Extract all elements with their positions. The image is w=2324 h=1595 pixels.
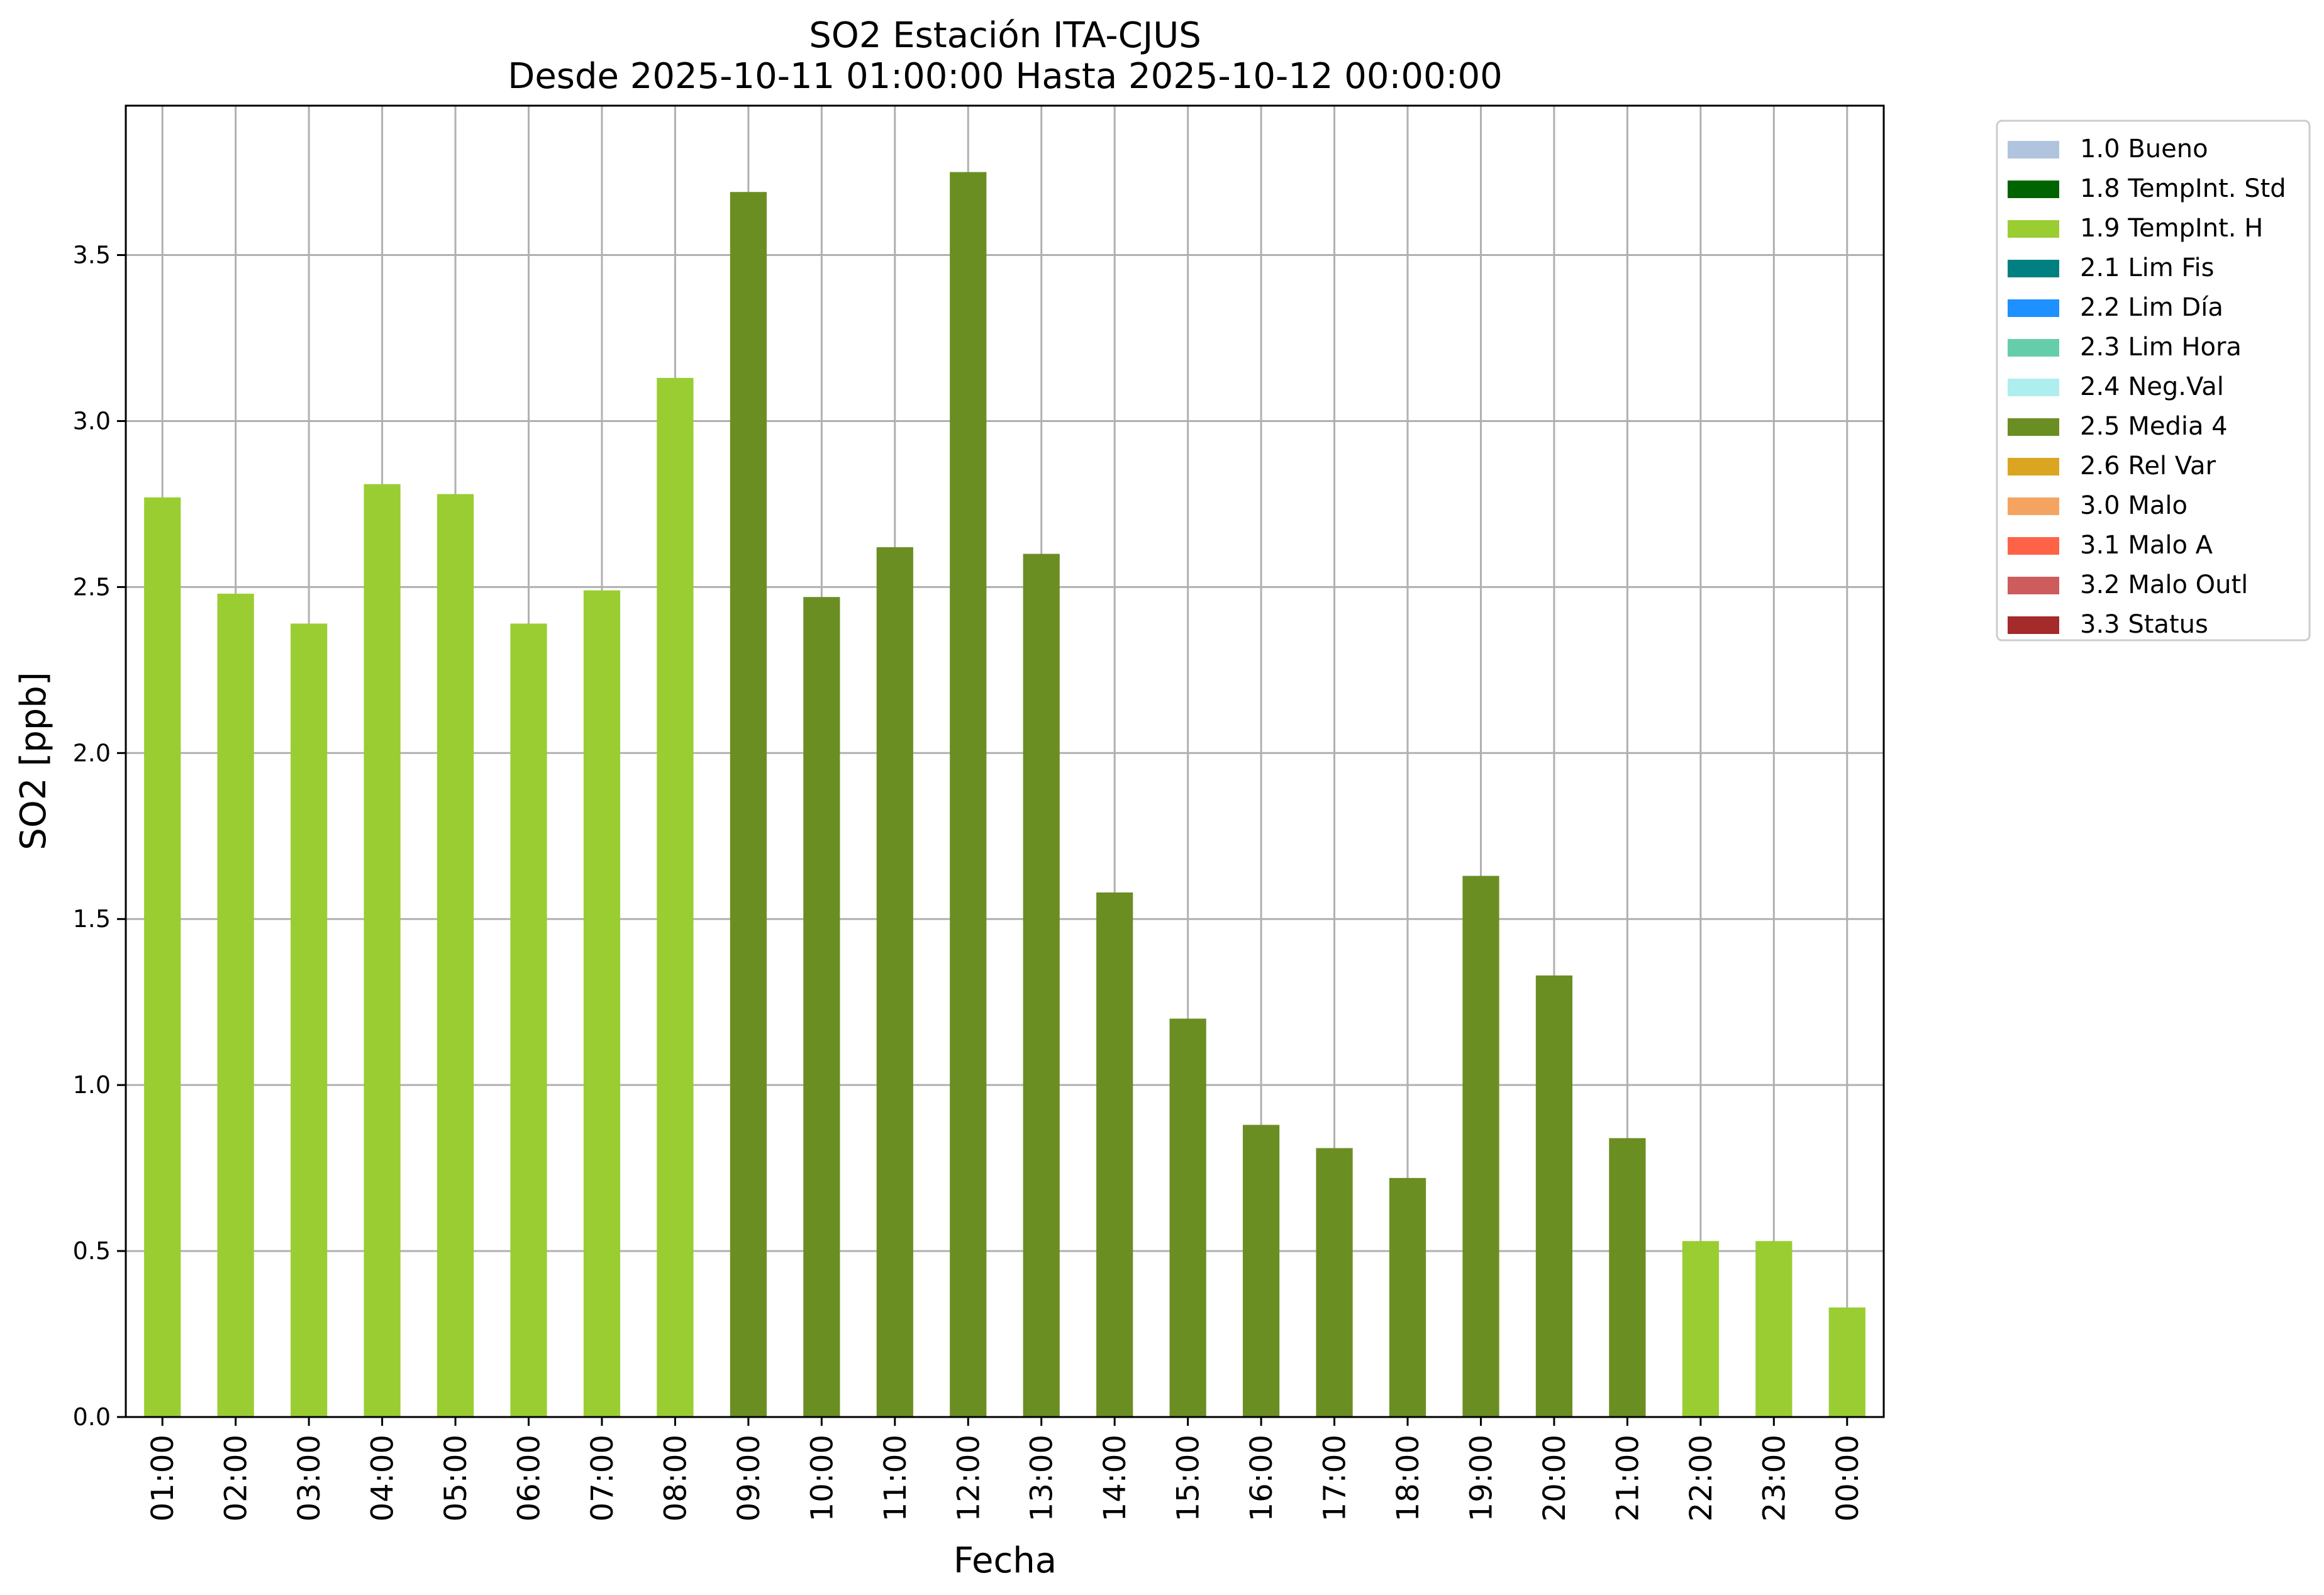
legend-swatch xyxy=(2008,220,2059,238)
legend-label: 3.0 Malo xyxy=(2080,491,2188,520)
bar xyxy=(950,172,987,1418)
bar xyxy=(1535,975,1573,1417)
x-axis-label: Fecha xyxy=(954,1540,1057,1581)
x-tick-label: 15:00 xyxy=(1171,1435,1206,1521)
bar xyxy=(1096,892,1133,1417)
legend-frame xyxy=(1996,119,2311,642)
bar xyxy=(1242,1125,1280,1417)
x-tick-label: 00:00 xyxy=(1830,1435,1865,1521)
bar xyxy=(1169,1018,1206,1417)
legend-swatch xyxy=(2008,181,2059,198)
legend-swatch xyxy=(2008,339,2059,357)
legend-label: 1.9 TempInt. H xyxy=(2080,214,2263,243)
legend-label: 2.1 Lim Fis xyxy=(2080,253,2214,282)
legend-label: 2.3 Lim Hora xyxy=(2080,333,2242,362)
legend-items: 1.0 Bueno 1.8 TempInt. Std 1.9 TempInt. H 2… xyxy=(2008,135,2286,639)
legend-swatch xyxy=(2008,299,2059,317)
legend-label: 3.1 Malo A xyxy=(2080,531,2213,560)
y-tick-label: 3.0 xyxy=(73,407,111,435)
x-tick-label: 19:00 xyxy=(1464,1435,1499,1521)
legend-swatch xyxy=(2008,537,2059,555)
y-tick-label: 1.0 xyxy=(73,1071,111,1099)
legend-label: 3.2 Malo Outl xyxy=(2080,570,2248,599)
bar xyxy=(1609,1138,1646,1417)
y-tick-label: 3.5 xyxy=(73,242,111,269)
legend-swatch xyxy=(2008,418,2059,436)
y-tick-label: 2.0 xyxy=(73,739,111,767)
y-tick-label: 0.5 xyxy=(73,1237,111,1265)
x-tick-label: 07:00 xyxy=(585,1435,620,1521)
x-tick-label: 22:00 xyxy=(1684,1435,1719,1521)
x-tick-label: 09:00 xyxy=(731,1435,767,1521)
x-tick-label: 20:00 xyxy=(1537,1435,1572,1521)
y-tick-label: 2.5 xyxy=(73,573,111,601)
x-tick-label: 16:00 xyxy=(1244,1435,1279,1521)
x-tick-label: 12:00 xyxy=(951,1435,986,1521)
y-axis-ticks: 0.0 0.5 1.0 1.5 2.0 2.5 3.0 3.5 xyxy=(73,242,126,1431)
legend-label: 2.6 Rel Var xyxy=(2080,452,2216,481)
y-tick-label: 1.5 xyxy=(73,905,111,933)
bar xyxy=(1316,1148,1353,1417)
bar xyxy=(876,547,913,1417)
x-tick-label: 21:00 xyxy=(1610,1435,1645,1521)
legend-swatch xyxy=(2008,458,2059,475)
x-tick-label: 13:00 xyxy=(1025,1435,1060,1521)
bar xyxy=(730,192,767,1418)
bars xyxy=(144,172,1865,1418)
bar xyxy=(657,377,694,1417)
legend-label: 2.2 Lim Día xyxy=(2080,293,2223,322)
legend-swatch xyxy=(2008,141,2059,158)
x-tick-label: 14:00 xyxy=(1098,1435,1133,1521)
bar xyxy=(436,494,474,1417)
bar xyxy=(803,597,840,1417)
legend-swatch xyxy=(2008,616,2059,634)
x-axis-ticks: 01:00 02:00 03:00 04:00 05:00 06:00 07:00 08:00… xyxy=(145,1417,1865,1521)
x-tick-label: 05:00 xyxy=(438,1435,474,1521)
bar xyxy=(1462,875,1499,1417)
bar xyxy=(1828,1307,1865,1417)
bar xyxy=(217,593,254,1417)
x-tick-label: 06:00 xyxy=(512,1435,547,1521)
chart-subtitle: Desde 2025-10-11 01:00:00 Hasta 2025-10-… xyxy=(508,56,1503,97)
x-tick-label: 03:00 xyxy=(292,1435,327,1521)
legend-label: 1.0 Bueno xyxy=(2080,135,2208,164)
bar xyxy=(364,484,401,1417)
x-tick-label: 10:00 xyxy=(804,1435,840,1521)
bar xyxy=(583,590,621,1417)
bar xyxy=(1023,553,1060,1417)
legend-swatch xyxy=(2008,379,2059,396)
legend-swatch xyxy=(2008,260,2059,277)
legend-label: 3.3 Status xyxy=(2080,610,2208,639)
legend-swatch xyxy=(2008,497,2059,515)
x-tick-label: 17:00 xyxy=(1318,1435,1353,1521)
bar xyxy=(1682,1241,1719,1417)
bar xyxy=(1389,1177,1426,1417)
bar xyxy=(291,623,328,1417)
chart-title: SO2 Estación ITA-CJUS xyxy=(809,15,1201,56)
bar xyxy=(1755,1241,1793,1417)
y-tick-label: 0.0 xyxy=(73,1403,111,1431)
legend: 1.0 Bueno 1.8 TempInt. Std 1.9 TempInt. H 2… xyxy=(1996,119,2311,642)
bar xyxy=(144,497,181,1417)
legend-label: 1.8 TempInt. Std xyxy=(2080,174,2286,203)
bar xyxy=(510,623,547,1417)
x-tick-label: 01:00 xyxy=(145,1435,181,1521)
x-tick-label: 18:00 xyxy=(1391,1435,1426,1521)
legend-swatch xyxy=(2008,577,2059,594)
x-tick-label: 11:00 xyxy=(878,1435,913,1521)
x-tick-label: 04:00 xyxy=(365,1435,401,1521)
x-tick-label: 08:00 xyxy=(658,1435,693,1521)
legend-label: 2.4 Neg.Val xyxy=(2080,372,2224,401)
plot-area-frame xyxy=(125,104,1885,1418)
x-tick-label: 02:00 xyxy=(219,1435,254,1521)
y-axis-label: SO2 [ppb] xyxy=(13,672,54,850)
legend-label: 2.5 Media 4 xyxy=(2080,412,2228,441)
x-tick-label: 23:00 xyxy=(1757,1435,1792,1521)
